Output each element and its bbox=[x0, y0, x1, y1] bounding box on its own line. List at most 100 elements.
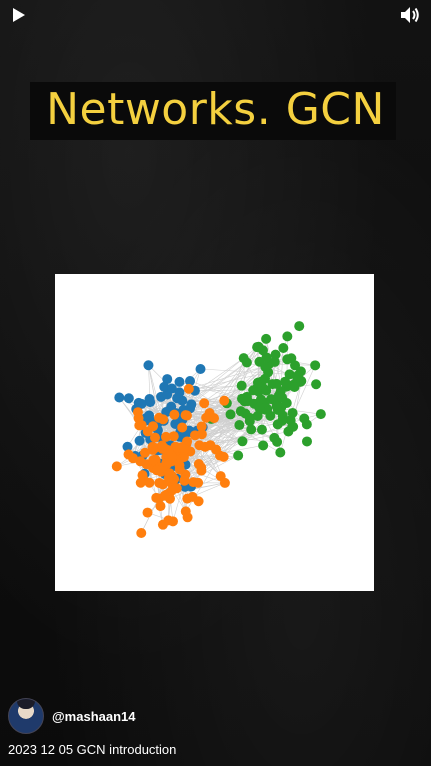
graph-node bbox=[183, 383, 194, 394]
graph-node bbox=[287, 421, 298, 432]
graph-node bbox=[144, 477, 155, 488]
graph-node bbox=[261, 333, 272, 344]
graph-node bbox=[164, 468, 175, 479]
graph-node bbox=[218, 451, 229, 462]
graph-node bbox=[139, 447, 150, 458]
graph-node bbox=[270, 349, 281, 360]
graph-node bbox=[167, 516, 178, 527]
title-band bbox=[30, 82, 396, 140]
graph-node bbox=[236, 393, 247, 404]
graph-node bbox=[254, 402, 265, 413]
graph-node bbox=[244, 416, 255, 427]
graph-node bbox=[193, 477, 204, 488]
graph-edge bbox=[198, 429, 252, 465]
graph-node bbox=[142, 426, 153, 437]
graph-node bbox=[137, 470, 148, 481]
graph-node bbox=[296, 376, 307, 387]
graph-node bbox=[233, 450, 244, 461]
graph-node bbox=[311, 379, 322, 390]
graph-node bbox=[277, 415, 288, 426]
graph-node bbox=[179, 475, 190, 486]
graph-node bbox=[294, 321, 305, 332]
network-graph-image bbox=[55, 274, 374, 591]
graph-node bbox=[280, 376, 291, 387]
graph-node bbox=[254, 356, 265, 367]
network-graph bbox=[111, 321, 326, 538]
graph-node bbox=[295, 366, 306, 377]
graph-node bbox=[166, 383, 177, 394]
graph-node bbox=[145, 397, 156, 408]
graph-node bbox=[147, 441, 158, 452]
graph-edge bbox=[183, 429, 263, 458]
graph-node bbox=[155, 501, 166, 512]
graph-node bbox=[136, 398, 147, 409]
volume-button[interactable] bbox=[399, 5, 421, 25]
graph-node bbox=[235, 406, 246, 417]
graph-node bbox=[168, 431, 179, 442]
graph-node bbox=[128, 453, 139, 464]
graph-node bbox=[282, 331, 293, 342]
graph-node bbox=[196, 429, 207, 440]
graph-node bbox=[161, 457, 172, 468]
graph-node bbox=[278, 342, 289, 353]
graph-node bbox=[174, 464, 185, 475]
graph-node bbox=[196, 421, 207, 432]
graph-node bbox=[271, 401, 282, 412]
graph-node bbox=[236, 380, 247, 391]
graph-node bbox=[299, 413, 310, 424]
graph-node bbox=[187, 491, 198, 502]
avatar[interactable] bbox=[8, 698, 44, 734]
graph-node bbox=[246, 424, 257, 435]
graph-node bbox=[315, 409, 326, 420]
graph-node bbox=[225, 409, 236, 420]
graph-node bbox=[269, 432, 280, 443]
graph-node bbox=[143, 360, 154, 371]
graph-node bbox=[162, 374, 173, 385]
graph-node bbox=[196, 462, 207, 473]
graph-node bbox=[241, 357, 252, 368]
graph-node bbox=[289, 381, 300, 392]
graph-node bbox=[148, 455, 159, 466]
graph-node bbox=[151, 465, 162, 476]
graph-node bbox=[201, 412, 212, 423]
graph-node bbox=[134, 420, 145, 431]
graph-node bbox=[275, 447, 286, 458]
graph-node bbox=[154, 412, 165, 423]
graph-node bbox=[265, 410, 276, 421]
graph-node bbox=[252, 342, 263, 353]
graph-node bbox=[234, 420, 245, 431]
graph-node bbox=[135, 477, 146, 488]
graph-node bbox=[256, 424, 267, 435]
graph-node bbox=[159, 381, 170, 392]
channel-handle[interactable]: @mashaan14 bbox=[52, 708, 136, 724]
graph-node bbox=[180, 410, 191, 421]
graph-node bbox=[111, 461, 122, 472]
graph-node bbox=[174, 376, 185, 387]
graph-node bbox=[259, 373, 270, 384]
play-button[interactable] bbox=[10, 6, 28, 24]
graph-node bbox=[310, 360, 321, 371]
graph-node bbox=[284, 369, 295, 380]
graph-node bbox=[171, 483, 182, 494]
graph-node bbox=[150, 432, 161, 443]
graph-node bbox=[261, 385, 272, 396]
graph-node bbox=[237, 436, 248, 447]
graph-node bbox=[144, 410, 155, 421]
slide-title: Networks. GCN bbox=[46, 84, 385, 135]
graph-node bbox=[142, 507, 153, 518]
graph-edge bbox=[150, 400, 248, 403]
volume-icon bbox=[401, 7, 419, 23]
graph-node bbox=[136, 527, 147, 538]
graph-node bbox=[177, 395, 188, 406]
graph-node bbox=[151, 492, 162, 503]
graph-node bbox=[174, 387, 185, 398]
graph-node bbox=[180, 506, 191, 517]
play-icon bbox=[13, 8, 25, 22]
channel-info[interactable]: @mashaan14 bbox=[8, 698, 136, 734]
graph-node bbox=[159, 490, 170, 501]
graph-node bbox=[185, 376, 196, 387]
graph-node bbox=[199, 398, 210, 409]
graph-node bbox=[258, 440, 269, 451]
graph-node bbox=[275, 386, 286, 397]
graph-node bbox=[219, 395, 230, 406]
